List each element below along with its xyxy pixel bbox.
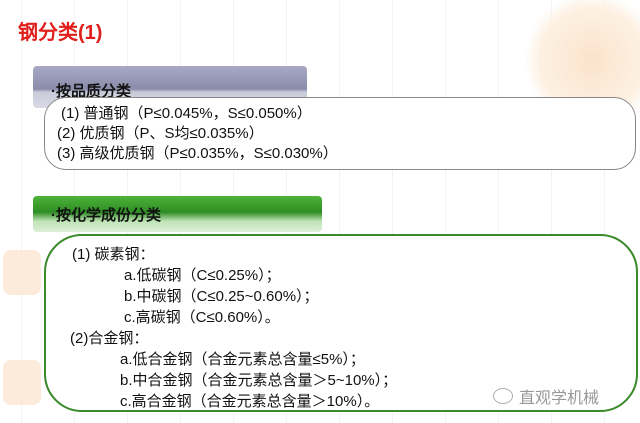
group-label: (2)合金钢：	[70, 330, 149, 347]
list-item: (2) 优质钢（P、S均≤0.035%）	[57, 125, 264, 142]
quality-box: (1) 普通钢（P≤0.045%，S≤0.050%） (2) 优质钢（P、S均≤…	[44, 97, 636, 170]
list-item: b.中碳钢（C≤0.25~0.60%）；	[124, 288, 319, 305]
list-item: c.高碳钢（C≤0.60%）。	[124, 309, 280, 326]
watermark: 直观学机械	[493, 384, 599, 408]
list-item: (3) 高级优质钢（P≤0.035%，S≤0.030%）	[57, 145, 338, 162]
list-item: c.高合金钢（合金元素总含量＞10%）。	[120, 393, 380, 410]
watermark-text: 直观学机械	[519, 390, 600, 407]
section-header-composition: ·按化学成份分类	[33, 196, 322, 232]
group-label: (1) 碳素钢：	[72, 246, 155, 263]
list-item: a.低碳钢（C≤0.25%）；	[124, 267, 281, 284]
list-item: (1) 普通钢（P≤0.045%，S≤0.050%）	[61, 105, 312, 122]
composition-box: (1) 碳素钢： a.低碳钢（C≤0.25%）； b.中碳钢（C≤0.25~0.…	[44, 234, 638, 412]
decorative-seal	[3, 250, 41, 295]
wechat-icon	[493, 388, 513, 404]
list-item: a.低合金钢（合金元素总含量≤5%）；	[120, 351, 365, 368]
slide-title: 钢分类(1)	[18, 22, 103, 44]
list-item: b.中合金钢（合金元素总含量＞5~10%）；	[120, 372, 398, 389]
decorative-seal	[3, 360, 41, 405]
